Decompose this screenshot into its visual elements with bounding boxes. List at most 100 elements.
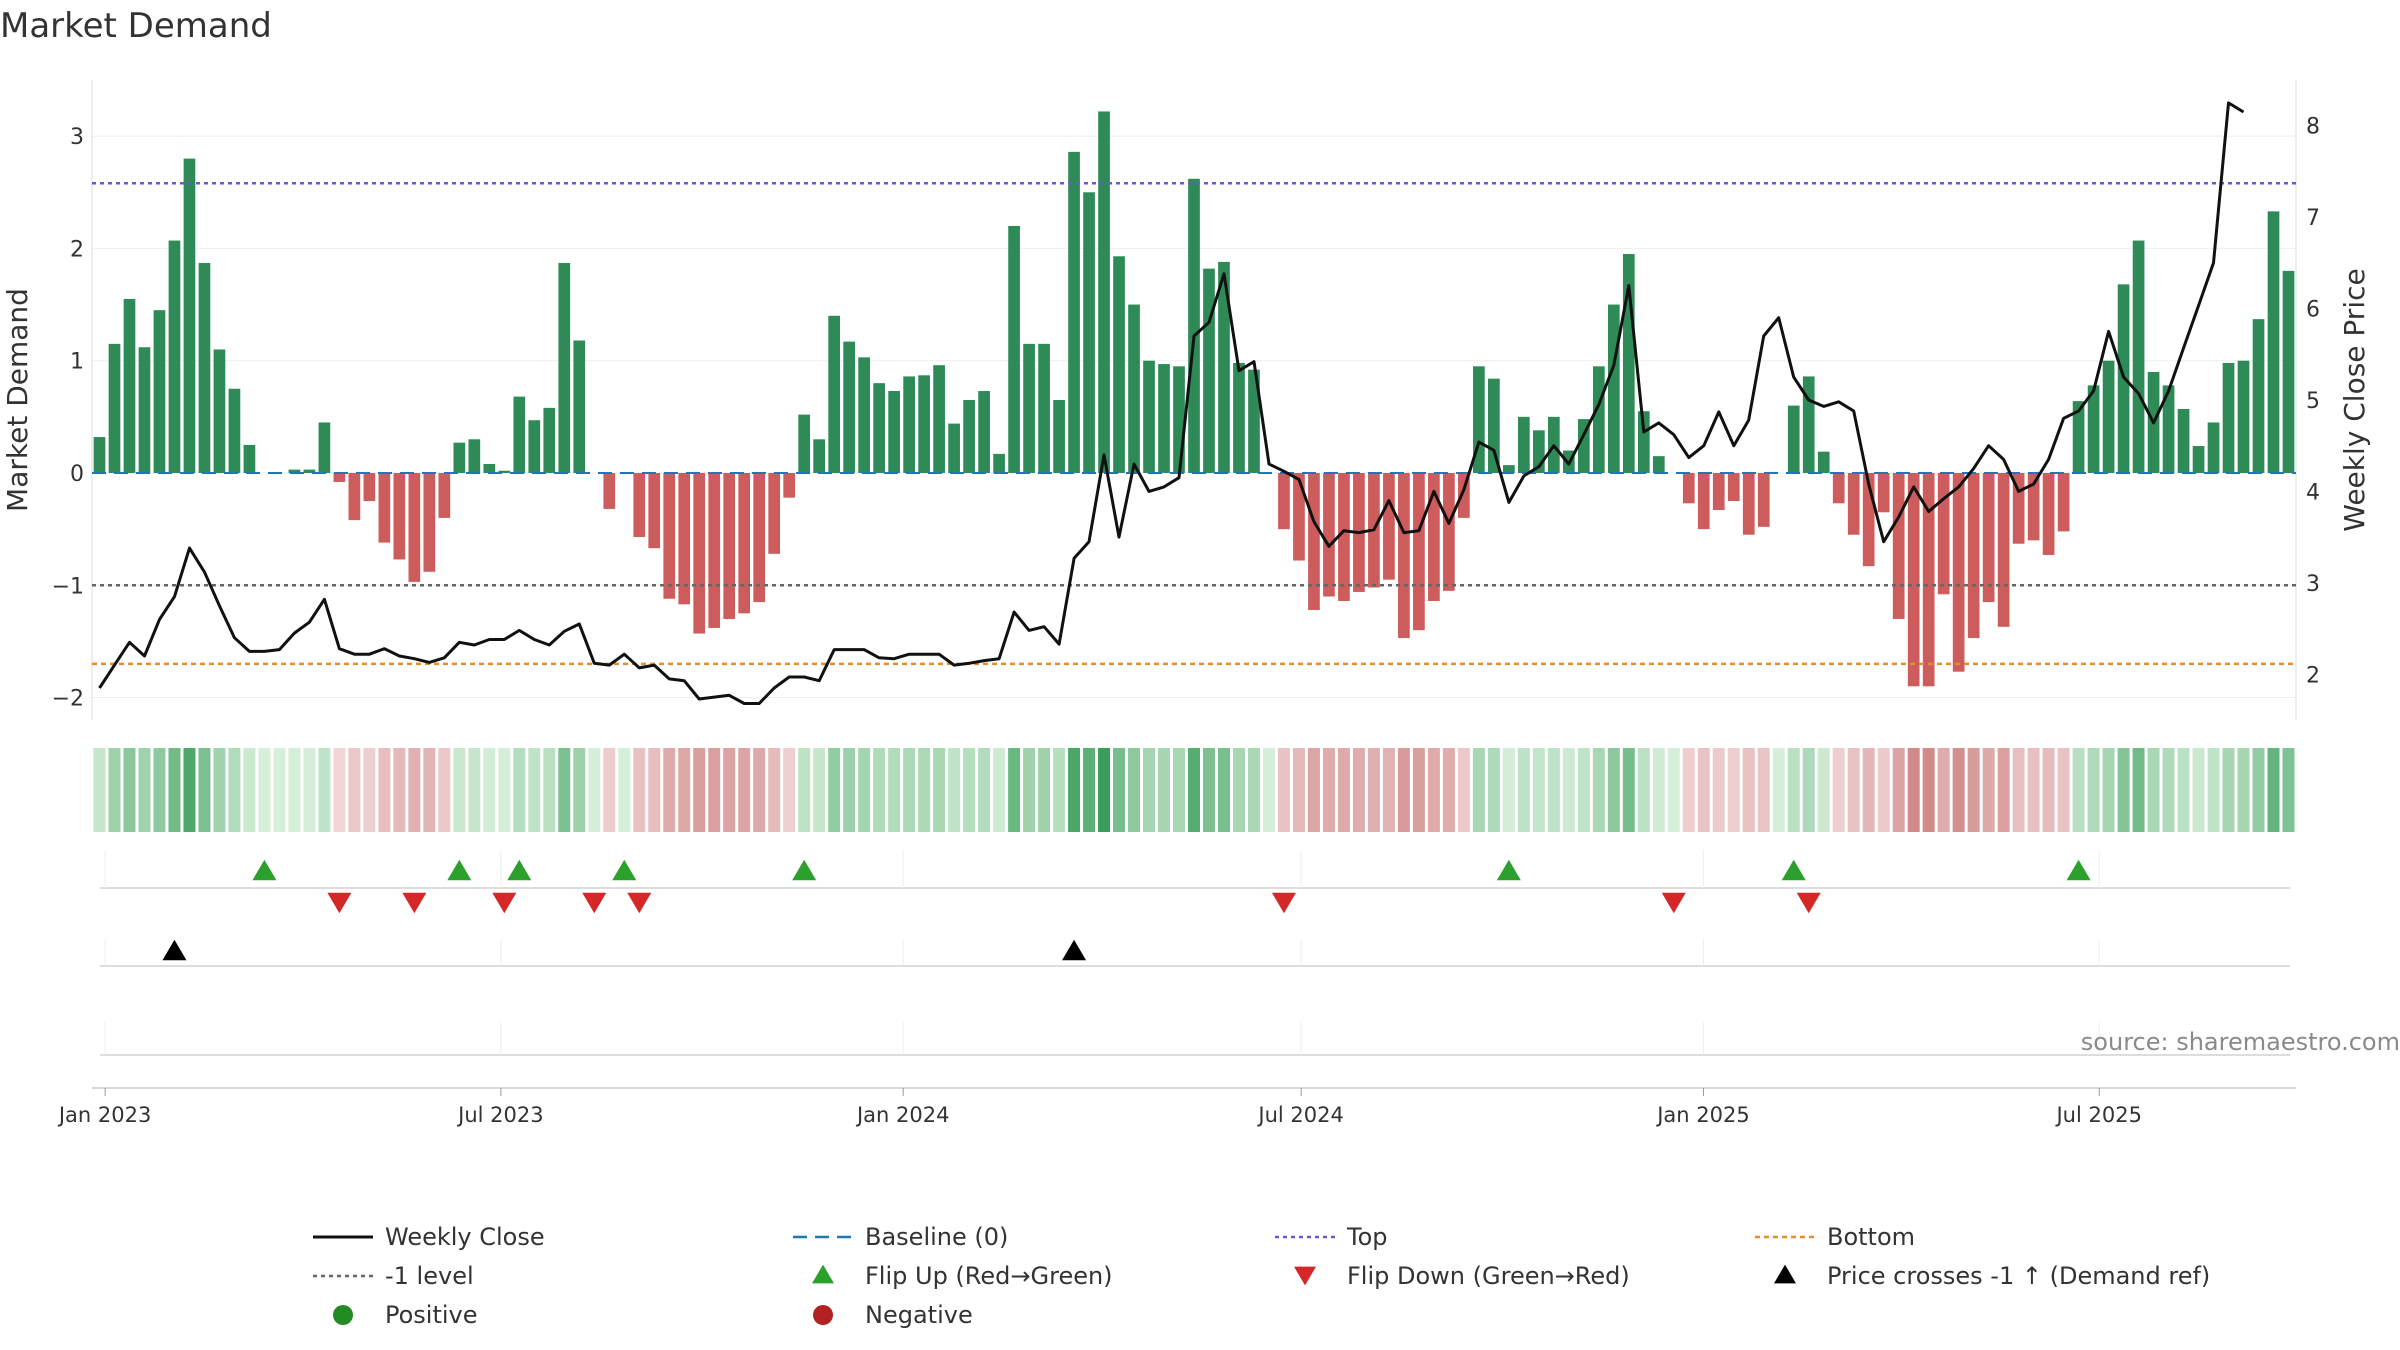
heat-cell — [618, 748, 631, 832]
heat-cell — [588, 748, 601, 832]
demand-bar — [1023, 343, 1035, 473]
demand-bar — [1637, 411, 1650, 473]
demand-bar — [348, 472, 361, 521]
flip-down-marker — [627, 892, 652, 914]
demand-bar — [93, 437, 106, 473]
heat-cell — [2267, 748, 2280, 832]
heat-cell — [1742, 748, 1755, 832]
demand-bar — [198, 263, 211, 473]
heat-cell — [1128, 748, 1141, 832]
demand-bar — [1143, 360, 1155, 473]
flip-down-marker — [327, 892, 352, 914]
demand-bar — [1218, 261, 1230, 473]
legend-symbol-cross — [1774, 1264, 1796, 1284]
demand-bar — [1802, 376, 1815, 473]
demand-bar — [393, 472, 406, 560]
demand-bar — [378, 472, 391, 543]
demand-bar — [558, 263, 571, 473]
demand-bar — [1922, 472, 1935, 687]
heat-cell — [1113, 748, 1126, 832]
heat-cell — [528, 748, 541, 832]
legend-label: Bottom — [1827, 1223, 1915, 1251]
demand-bar — [243, 444, 256, 473]
heat-cell — [1412, 748, 1425, 832]
legend-symbol-flip-down — [1294, 1266, 1316, 1286]
legend-label: Baseline (0) — [865, 1223, 1008, 1251]
demand-bar — [1727, 472, 1740, 502]
heat-cell — [318, 748, 331, 832]
heat-cell — [2282, 748, 2295, 832]
heat-cell — [1502, 748, 1515, 832]
demand-bar — [1338, 472, 1350, 601]
source-label: source: sharemaestro.com — [2081, 1028, 2400, 1056]
heat-cell — [708, 748, 721, 832]
heat-cell — [1547, 748, 1560, 832]
heat-cell — [198, 748, 211, 832]
demand-bar — [1577, 419, 1590, 473]
demand-bar — [933, 365, 945, 473]
demand-bar — [1083, 192, 1095, 473]
demand-bar — [363, 472, 376, 502]
heat-cell — [1637, 748, 1650, 832]
y2-tick-label: 5 — [2306, 389, 2320, 414]
demand-bar — [1443, 472, 1455, 591]
heat-cell — [258, 748, 271, 832]
heat-cell — [273, 748, 286, 832]
demand-bar — [1188, 178, 1200, 473]
heat-cell — [1787, 748, 1800, 832]
y-tick-label: 0 — [70, 462, 84, 487]
demand-bar — [888, 391, 900, 473]
heat-cell — [723, 748, 736, 832]
demand-bar — [1503, 465, 1515, 473]
legend-label: Flip Up (Red→Green) — [865, 1262, 1113, 1290]
demand-bar — [1847, 472, 1860, 535]
heat-cell — [1188, 748, 1200, 832]
demand-bar — [543, 407, 556, 473]
heat-cell — [483, 748, 496, 832]
demand-bar — [228, 388, 241, 473]
heat-cell — [2162, 748, 2175, 832]
y2-axis-label: Weekly Close Price — [2338, 268, 2371, 531]
heat-cell — [663, 748, 676, 832]
heat-cell — [1457, 748, 1470, 832]
y2-tick-label: 3 — [2306, 572, 2320, 597]
demand-bar — [123, 298, 136, 473]
demand-bar — [2162, 385, 2175, 473]
heat-cell — [1472, 748, 1485, 832]
heat-cell — [1143, 748, 1156, 832]
demand-bar — [1742, 472, 1755, 535]
heat-cell — [1607, 748, 1620, 832]
heat-cell — [1922, 748, 1935, 832]
demand-bar — [753, 472, 766, 603]
heat-cell — [288, 748, 301, 832]
heat-cell — [1427, 748, 1440, 832]
heat-cell — [408, 748, 421, 832]
heat-cell — [1802, 748, 1815, 832]
demand-bar — [1967, 472, 1980, 639]
heat-cell — [1322, 748, 1335, 832]
heat-cell — [1562, 748, 1575, 832]
demand-bar — [573, 340, 586, 473]
demand-bar — [1278, 472, 1290, 530]
demand-bar — [1113, 256, 1125, 473]
heat-cell — [873, 748, 886, 832]
heat-cell — [603, 748, 616, 832]
y-tick-label: −2 — [52, 687, 84, 712]
heat-cell — [1397, 748, 1410, 832]
demand-bars — [93, 111, 2295, 687]
heat-cell — [1577, 748, 1590, 832]
weekly-close-line — [98, 101, 2245, 705]
demand-bar — [2222, 362, 2235, 473]
demand-bar — [993, 453, 1005, 473]
legend-symbol-flip-up — [812, 1264, 834, 1284]
legend-label: Price crosses -1 ↑ (Demand ref) — [1827, 1262, 2210, 1290]
heat-cell — [2237, 748, 2250, 832]
heat-cell — [543, 748, 556, 832]
y-axis-ticks: 3 2 1 0 −1 −2 — [52, 125, 84, 711]
heat-cell — [2147, 748, 2160, 832]
demand-bar — [213, 349, 226, 473]
demand-bar — [1068, 151, 1080, 473]
heat-cell — [498, 748, 511, 832]
flip-up-marker — [1781, 859, 1806, 881]
heat-cell — [123, 748, 136, 832]
